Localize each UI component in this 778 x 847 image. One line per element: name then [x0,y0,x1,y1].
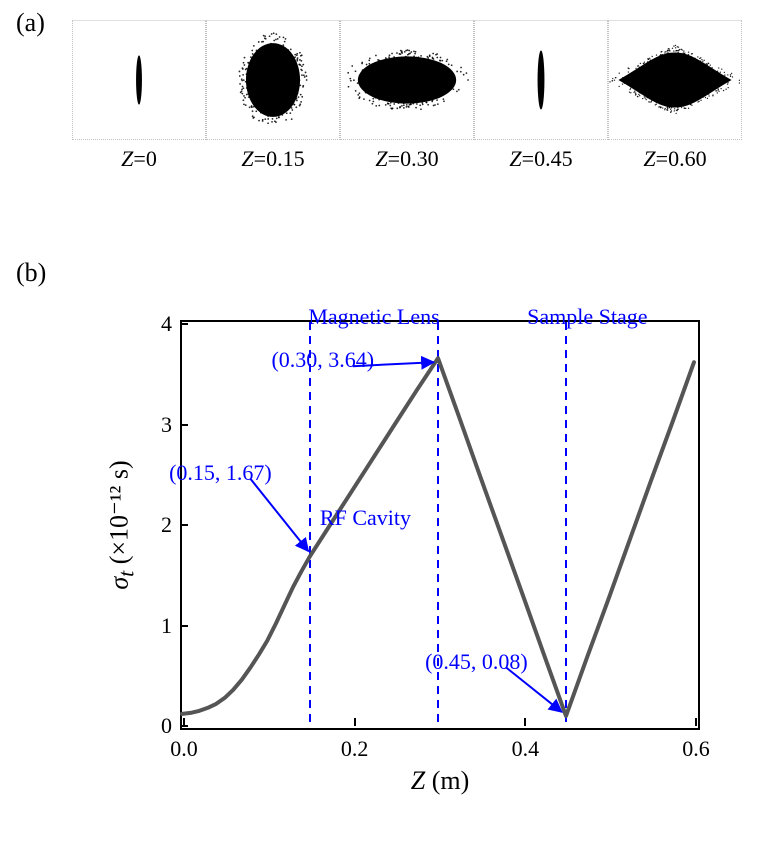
shape-cell [474,20,608,140]
x-tick-label: 0.2 [341,728,369,762]
panel-b-label: (b) [16,258,46,288]
chart-annotation: RF Cavity [320,505,411,531]
shape-caption: Z=0 [72,140,206,172]
shape-svg [475,21,607,139]
shape-svg [73,21,205,139]
shape-row [72,20,742,140]
x-axis-label: Z (m) [411,766,470,796]
y-tick-label: 0 [161,713,182,739]
y-tick-label: 2 [161,512,182,538]
x-tick-label: 0.4 [512,728,540,762]
figure-page: (a) Z=0Z=0.15Z=0.30Z=0.45Z=0.60 (b) Z (m… [0,0,778,847]
caption-row: Z=0Z=0.15Z=0.30Z=0.45Z=0.60 [72,140,742,172]
chart-annotation: (0.45, 0.08) [425,649,528,675]
panel-a: Z=0Z=0.15Z=0.30Z=0.45Z=0.60 [72,20,742,172]
shape-svg [609,21,741,139]
chart-annotation: (0.30, 3.64) [271,347,374,373]
y-axis-label: σt (×10⁻¹² s) [104,460,139,589]
shape-cell [206,20,340,140]
chart-annotation: Sample Stage [527,304,647,330]
chart-annotation: (0.15, 1.67) [169,460,272,486]
y-tick-label: 4 [161,311,182,337]
shape-svg [341,21,473,139]
shape-caption: Z=0.30 [340,140,474,172]
shape-caption: Z=0.15 [206,140,340,172]
panel-b-chart: Z (m) σt (×10⁻¹² s) 0.00.20.40.601234Mag… [110,310,730,810]
panel-a-label: (a) [16,8,45,38]
chart-plot-area: Z (m) σt (×10⁻¹² s) 0.00.20.40.601234Mag… [180,320,700,730]
y-tick-label: 3 [161,412,182,438]
shape-cell [340,20,474,140]
x-tick-label: 0.6 [682,728,710,762]
shape-cell [608,20,742,140]
chart-annotation: Magnetic Lens [308,304,439,330]
shape-svg [207,21,339,139]
shape-cell [72,20,206,140]
shape-caption: Z=0.60 [608,140,742,172]
y-tick-label: 1 [161,613,182,639]
shape-caption: Z=0.45 [474,140,608,172]
